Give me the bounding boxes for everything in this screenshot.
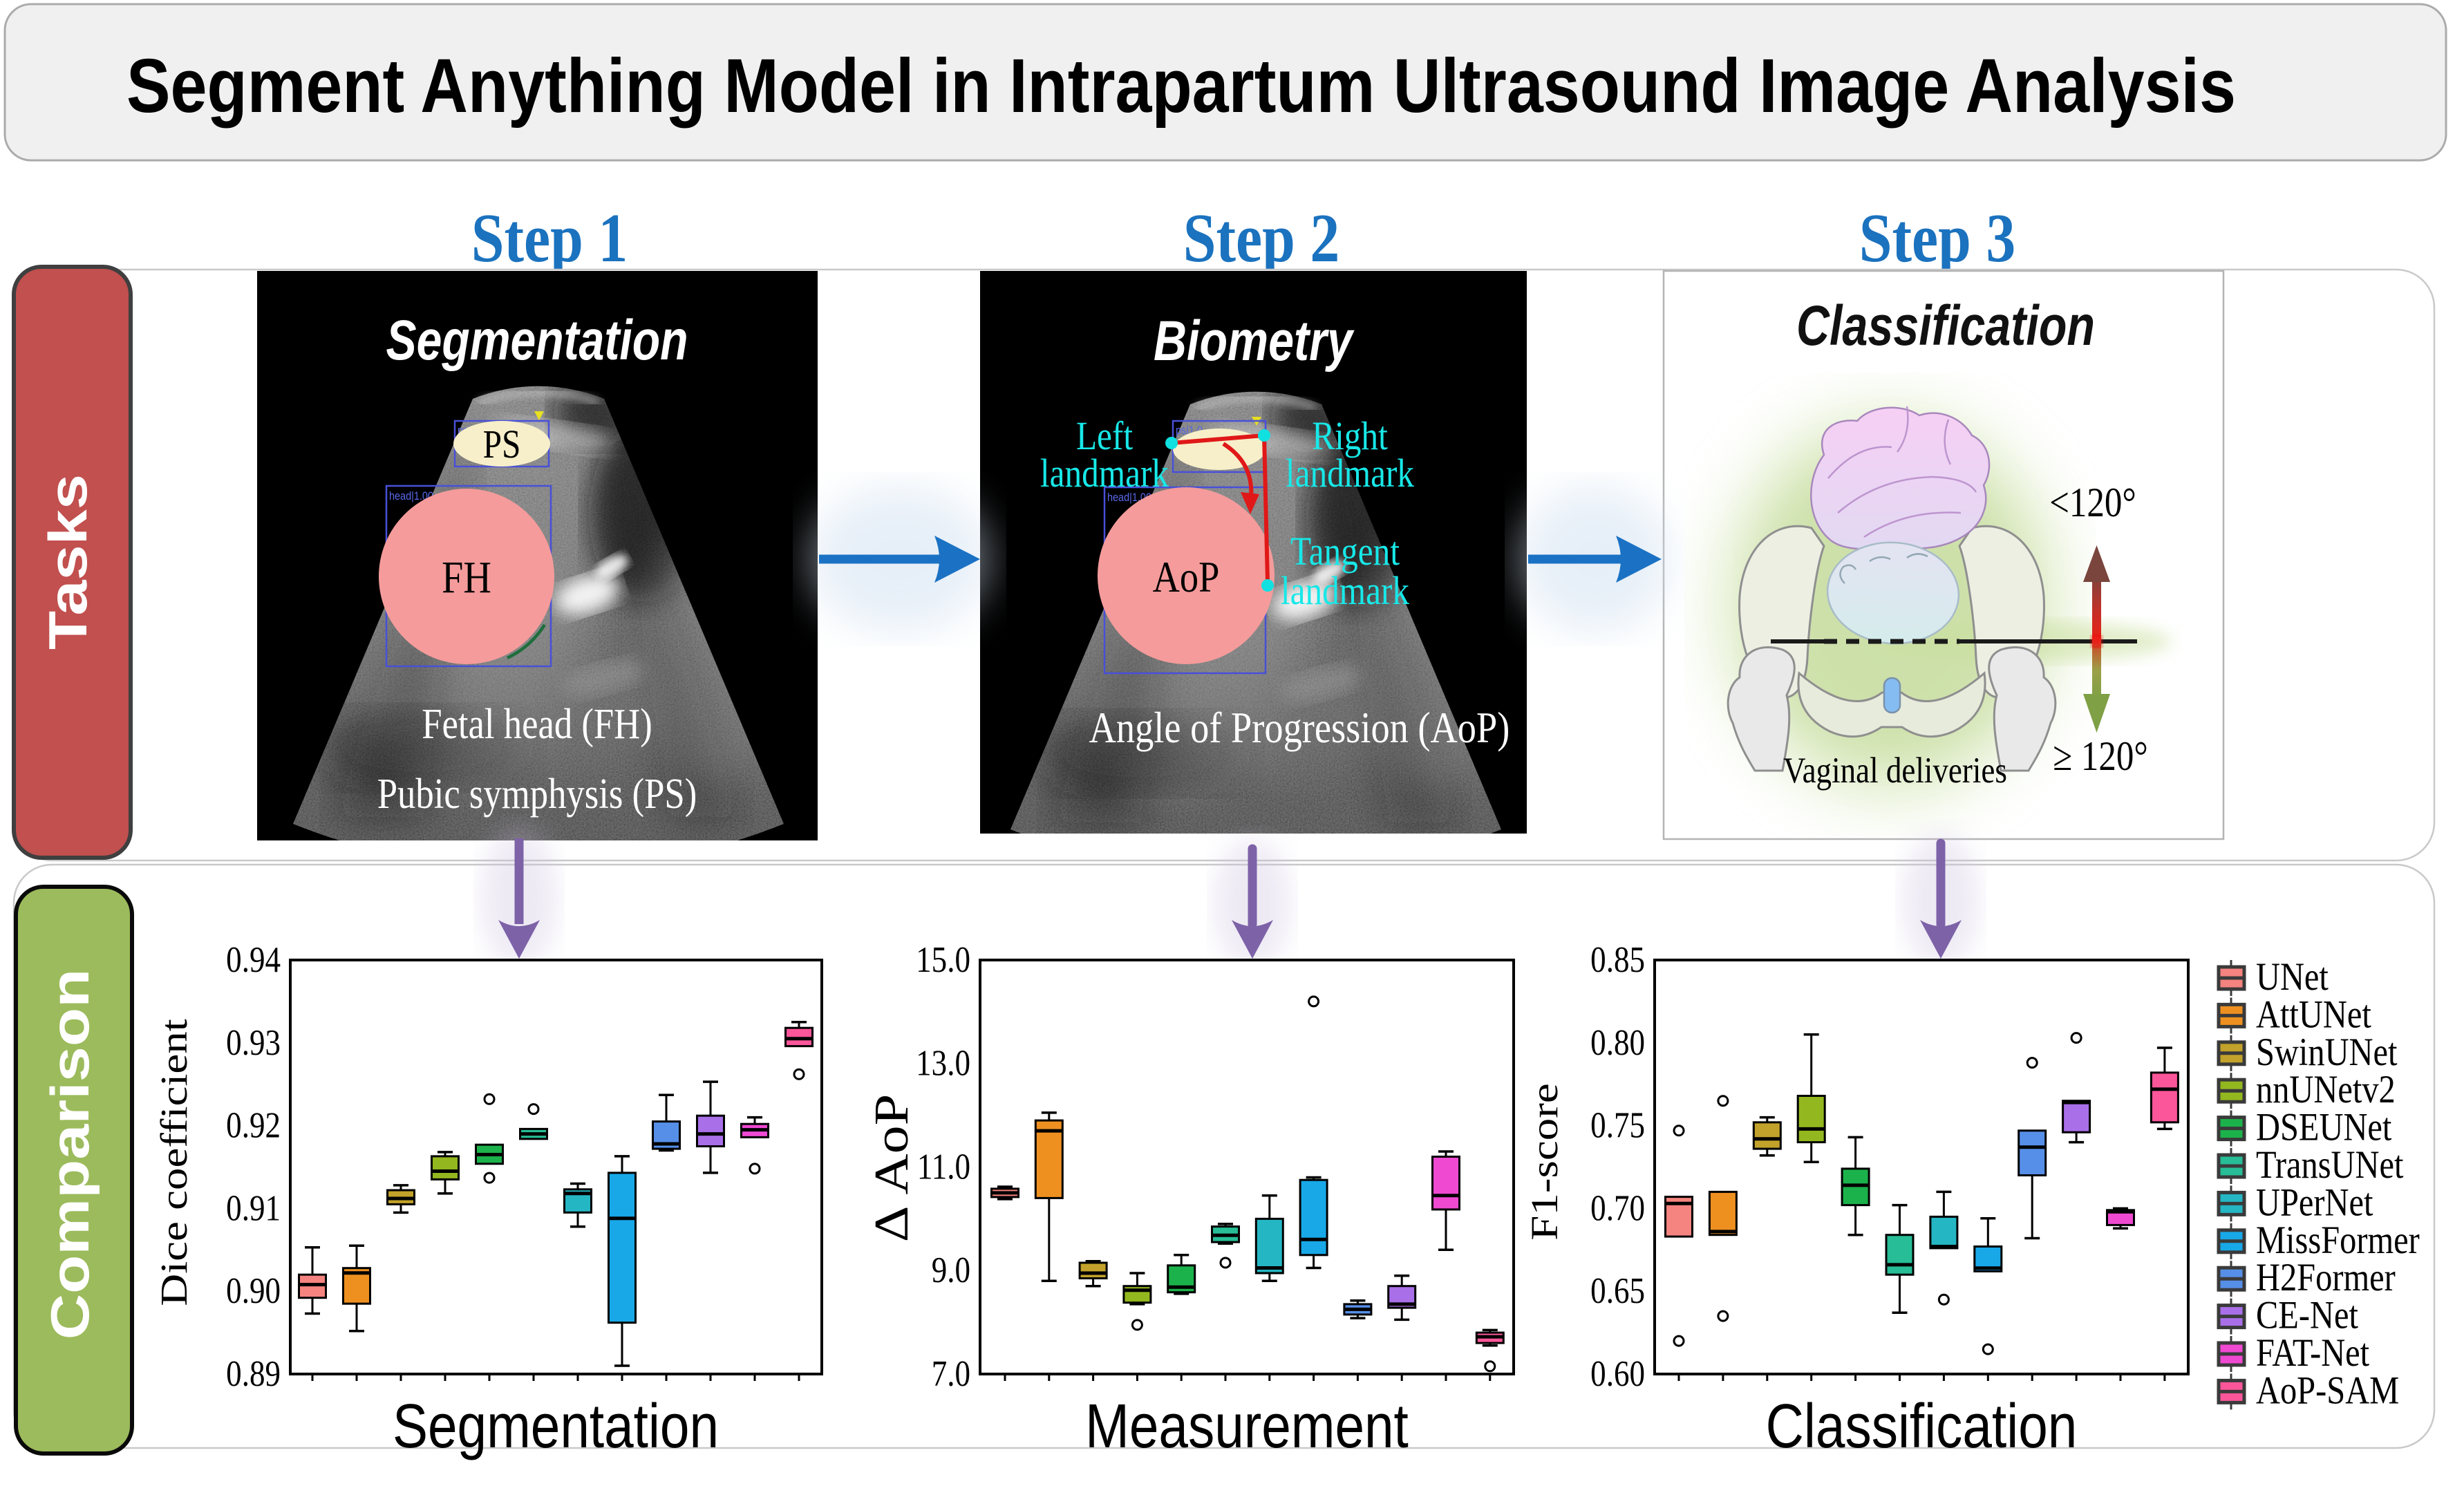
svg-text:Pubic symphysis (PS): Pubic symphysis (PS) [377,771,697,818]
svg-text:≥ 120°: ≥ 120° [2053,733,2148,780]
svg-text:landmark: landmark [1281,568,1409,613]
svg-text:CE-Net: CE-Net [2256,1294,2358,1337]
svg-text:0.94: 0.94 [226,939,281,980]
svg-text:0.89: 0.89 [226,1353,281,1394]
svg-text:0.91: 0.91 [226,1187,281,1228]
svg-text:UPerNet: UPerNet [2256,1181,2373,1224]
svg-text:MissFormer: MissFormer [2256,1219,2420,1261]
svg-text:0.70: 0.70 [1590,1187,1645,1228]
svg-text:AoP-SAM: AoP-SAM [2256,1369,2399,1412]
svg-text:0.80: 0.80 [1590,1022,1645,1062]
svg-text:Step 1: Step 1 [471,200,628,277]
svg-text:TransUNet: TransUNet [2256,1143,2404,1186]
svg-text:Fetal head (FH): Fetal head (FH) [422,701,652,748]
svg-text:Classification: Classification [1796,294,2095,357]
svg-text:0.65: 0.65 [1590,1270,1645,1311]
svg-text:landmark: landmark [1286,451,1414,496]
svg-text:15.0: 15.0 [916,939,970,980]
svg-text:13.0: 13.0 [916,1042,970,1083]
svg-text:Step 2: Step 2 [1183,200,1340,277]
svg-text:DSEUNet: DSEUNet [2256,1106,2392,1149]
svg-text:Step 3: Step 3 [1859,200,2016,277]
svg-text:AttUNet: AttUNet [2256,993,2371,1036]
svg-text:0.85: 0.85 [1590,939,1645,980]
svg-text:0.60: 0.60 [1590,1353,1645,1394]
svg-text:Tangent: Tangent [1290,529,1400,574]
svg-text:0.90: 0.90 [226,1270,281,1311]
svg-text:PS: PS [483,422,521,467]
svg-text:9.0: 9.0 [932,1250,970,1290]
svg-text:Measurement: Measurement [1085,1391,1409,1460]
svg-text:0.75: 0.75 [1590,1104,1645,1145]
svg-text:Dice coefficient: Dice coefficient [153,1019,195,1306]
svg-text:0.93: 0.93 [226,1022,281,1062]
svg-text:<120°: <120° [2049,480,2136,526]
svg-text:Tasks: Tasks [38,474,98,650]
svg-text:SwinUNet: SwinUNet [2256,1031,2398,1073]
svg-text:Classification: Classification [1766,1391,2078,1460]
svg-text:11.0: 11.0 [917,1146,970,1187]
svg-text:FAT-Net: FAT-Net [2256,1331,2369,1374]
svg-text:7.0: 7.0 [932,1353,970,1394]
svg-text:Angle of Progression (AoP): Angle of Progression (AoP) [1089,703,1510,752]
svg-text:Vaginal deliveries: Vaginal deliveries [1783,750,2007,791]
svg-text:Segment Anything Model in Intr: Segment Anything Model in Intrapartum Ul… [126,44,2236,129]
svg-text:AoP: AoP [1153,552,1220,601]
svg-text:Biometry: Biometry [1154,310,1355,373]
svg-text:H2Former: H2Former [2256,1257,2396,1299]
svg-text:Segmentation: Segmentation [393,1391,719,1460]
svg-text:UNet: UNet [2256,955,2329,998]
svg-text:nnUNetv2: nnUNetv2 [2256,1069,2396,1111]
svg-text:FH: FH [442,552,491,603]
svg-text:Δ AoP: Δ AoP [865,1094,919,1242]
svg-text:head|1.00: head|1.00 [389,490,433,502]
svg-text:Segmentation: Segmentation [386,309,688,372]
svg-text:landmark: landmark [1040,451,1169,496]
svg-text:Right: Right [1312,413,1388,458]
svg-text:Comparison: Comparison [40,969,100,1340]
svg-text:F1-score: F1-score [1523,1083,1565,1240]
svg-text:0.92: 0.92 [226,1104,281,1145]
svg-text:Left: Left [1076,413,1133,458]
